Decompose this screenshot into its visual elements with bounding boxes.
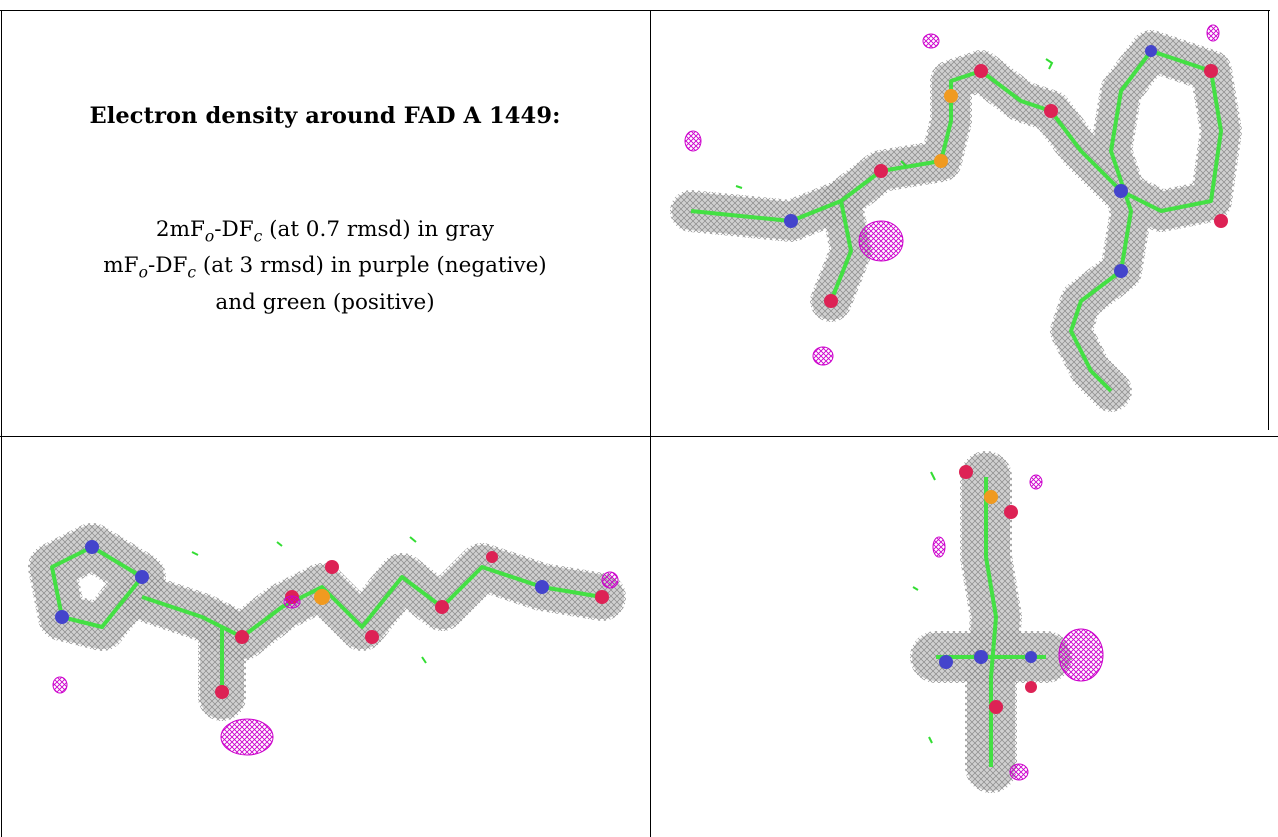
density-panel-top-right	[651, 11, 1268, 436]
table-top-border	[0, 10, 1270, 11]
fad-density-view-3-icon	[910, 451, 1104, 793]
figure-title: Electron density around FAD A 1449:	[89, 103, 561, 129]
density-panel-bottom-left	[2, 437, 650, 837]
table-middle-border	[650, 10, 651, 837]
fad-density-view-1-icon	[670, 24, 1242, 412]
table-left-border	[1, 10, 2, 837]
legend-line-positive: and green (positive)	[215, 289, 435, 315]
caption-cell: Electron density around FAD A 1449: 2mFo…	[0, 10, 650, 436]
density-legend: 2mFo-DFc (at 0.7 rmsd) in gray mFo-DFc (…	[0, 215, 650, 318]
legend-line-2mfo-dfc: 2mFo-DFc (at 0.7 rmsd) in gray	[155, 217, 495, 246]
legend-line-mfo-dfc: mFo-DFc (at 3 rmsd) in purple (negative)	[103, 253, 547, 282]
table-row-divider	[0, 436, 1278, 437]
density-panel-bottom-right	[651, 437, 1278, 837]
table-right-border	[1268, 10, 1269, 430]
fad-density-view-2-icon	[28, 523, 626, 756]
